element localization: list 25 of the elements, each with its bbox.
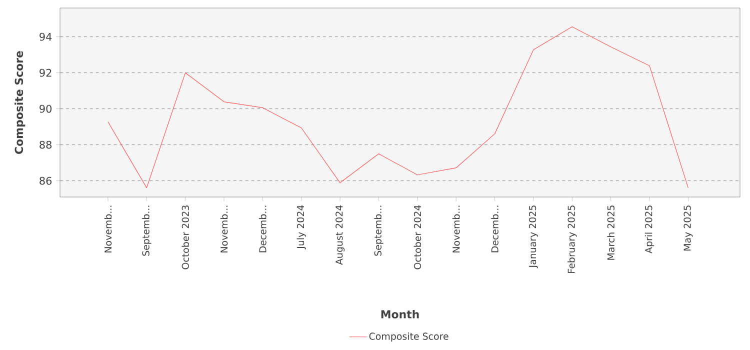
x-tick-label: January 2025 [528,206,538,268]
x-tick-label: Novemb... [220,206,228,252]
legend-label: Composite Score [369,332,448,342]
x-tick-label: Septemb... [142,206,152,256]
x-tick-label: October 2023 [182,206,189,270]
y-tick-label: 92 [40,68,52,77]
y-axis-title: Composite Score [14,51,26,154]
x-tick-label: July 2024 [296,205,306,250]
y-tick-label: 88 [40,140,52,149]
x-tick-label: Septemb... [374,206,384,256]
y-tick-label: 90 [40,104,52,113]
x-tick-label: October 2024 [414,205,422,270]
x-tick-label: May 2025 [684,206,693,251]
x-tick-label: Decemb... [491,206,498,252]
line-series [108,26,688,188]
x-tick-label: Decemb... [259,206,266,252]
x-tick-label: August 2024 [336,205,345,265]
x-tick-label: March 2025 [607,206,614,260]
x-tick-label: February 2025 [568,206,577,273]
y-tick-label: 94 [40,32,52,41]
y-tick-label: 86 [40,176,52,185]
x-tick-label: April 2025 [644,206,654,254]
x-tick-label: Novemb... [104,206,112,252]
x-axis-title: Month [381,310,419,318]
x-tick-label: Novemb... [452,206,460,252]
